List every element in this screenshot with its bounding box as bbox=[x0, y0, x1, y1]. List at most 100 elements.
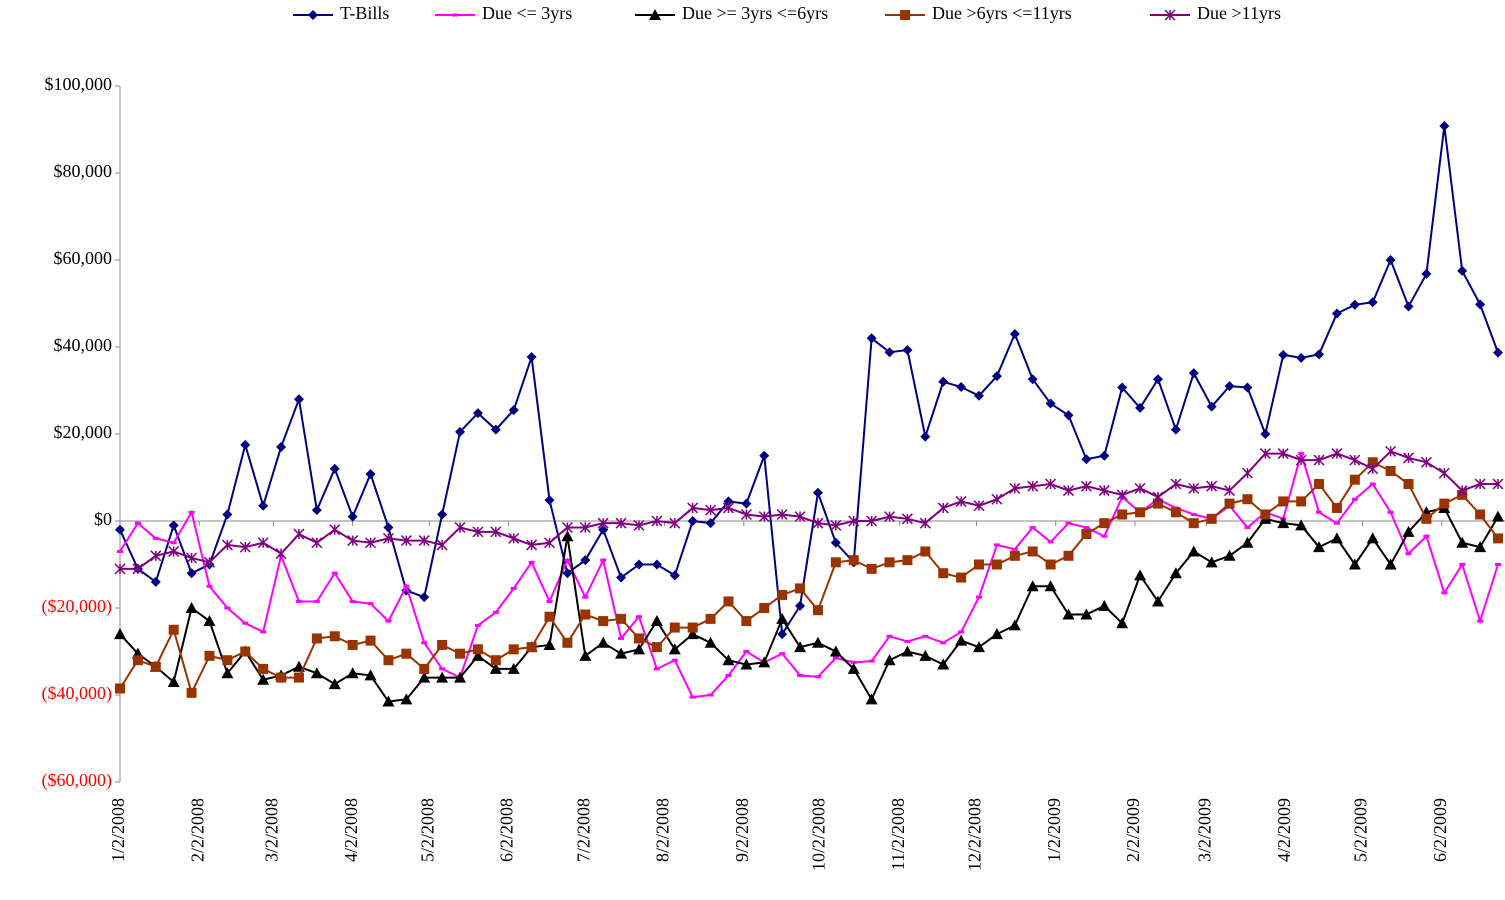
marker bbox=[293, 394, 304, 405]
y-tick-label: ($60,000) bbox=[42, 770, 113, 791]
marker bbox=[311, 537, 323, 549]
marker bbox=[1169, 567, 1182, 579]
marker bbox=[1474, 541, 1487, 553]
marker bbox=[1170, 478, 1182, 490]
marker bbox=[1117, 509, 1128, 520]
marker bbox=[1314, 479, 1325, 490]
marker bbox=[167, 675, 180, 687]
marker bbox=[955, 495, 967, 507]
marker bbox=[544, 495, 555, 506]
marker bbox=[759, 450, 770, 461]
marker bbox=[400, 693, 413, 705]
marker bbox=[114, 563, 126, 575]
marker bbox=[490, 655, 501, 666]
y-tick-label: $20,000 bbox=[54, 422, 113, 442]
marker bbox=[686, 628, 699, 640]
x-tick-label: 6/2/2009 bbox=[1430, 798, 1450, 862]
marker bbox=[1241, 536, 1254, 548]
marker bbox=[276, 672, 287, 683]
x-tick-label: 6/2/2008 bbox=[497, 798, 517, 862]
y-tick-label: $40,000 bbox=[54, 335, 113, 355]
marker bbox=[132, 655, 143, 666]
marker bbox=[973, 641, 986, 653]
marker bbox=[1314, 349, 1325, 360]
marker bbox=[115, 524, 125, 535]
marker bbox=[240, 646, 251, 657]
marker bbox=[633, 519, 645, 531]
series-line bbox=[119, 506, 1499, 703]
marker bbox=[1027, 546, 1038, 557]
marker bbox=[598, 616, 609, 627]
marker bbox=[490, 526, 502, 538]
marker bbox=[276, 442, 287, 453]
marker bbox=[740, 658, 753, 670]
marker bbox=[1421, 513, 1432, 524]
marker bbox=[937, 658, 950, 670]
marker bbox=[1116, 617, 1129, 629]
marker bbox=[543, 537, 556, 549]
marker bbox=[1062, 485, 1075, 497]
marker bbox=[1135, 507, 1146, 518]
legend-item: T-Bills bbox=[293, 3, 389, 23]
marker bbox=[1367, 463, 1379, 475]
marker bbox=[365, 635, 376, 646]
marker bbox=[1260, 429, 1271, 439]
marker bbox=[222, 509, 233, 520]
marker bbox=[347, 511, 358, 522]
marker bbox=[758, 656, 771, 668]
marker bbox=[1224, 485, 1236, 497]
marker bbox=[723, 496, 734, 507]
marker bbox=[418, 671, 431, 683]
legend-label: Due <= 3yrs bbox=[482, 3, 572, 23]
marker bbox=[347, 535, 359, 547]
marker bbox=[722, 654, 735, 666]
marker bbox=[938, 376, 949, 387]
legend-item: Due >11yrs bbox=[1150, 3, 1281, 23]
marker bbox=[902, 555, 913, 566]
marker bbox=[1063, 550, 1074, 561]
marker bbox=[437, 509, 448, 520]
marker bbox=[508, 405, 519, 416]
marker bbox=[830, 537, 841, 548]
marker bbox=[1098, 485, 1110, 497]
marker bbox=[328, 678, 341, 690]
marker bbox=[1116, 489, 1128, 501]
marker bbox=[1385, 255, 1396, 265]
marker bbox=[383, 655, 394, 666]
marker bbox=[1493, 347, 1503, 358]
marker bbox=[222, 655, 233, 666]
y-tick-label: $100,000 bbox=[45, 74, 113, 94]
x-tick-label: 12/2/2008 bbox=[965, 798, 985, 871]
x-tick-label: 2/2/2008 bbox=[187, 798, 207, 862]
marker bbox=[901, 513, 913, 525]
marker bbox=[1134, 482, 1146, 494]
marker bbox=[436, 671, 449, 683]
marker bbox=[543, 638, 556, 650]
y-tick-label: $80,000 bbox=[54, 161, 113, 181]
marker bbox=[1493, 533, 1503, 544]
marker bbox=[240, 439, 251, 450]
marker bbox=[991, 559, 1002, 570]
marker bbox=[669, 622, 680, 633]
marker bbox=[365, 469, 376, 480]
marker bbox=[650, 615, 663, 627]
marker bbox=[1349, 299, 1360, 310]
marker bbox=[598, 524, 609, 535]
marker bbox=[1331, 308, 1342, 319]
marker bbox=[1241, 467, 1253, 479]
marker bbox=[777, 589, 788, 600]
marker bbox=[1187, 545, 1200, 557]
marker bbox=[437, 639, 448, 650]
marker bbox=[419, 592, 430, 603]
marker bbox=[1223, 549, 1236, 561]
marker bbox=[1331, 502, 1342, 513]
series-line bbox=[119, 461, 1499, 696]
marker bbox=[258, 663, 269, 674]
marker bbox=[1277, 517, 1290, 529]
marker bbox=[1044, 580, 1057, 592]
legend-label: Due >= 3yrs <=6yrs bbox=[682, 3, 828, 23]
marker bbox=[1205, 556, 1218, 568]
marker bbox=[401, 648, 412, 659]
x-tick-label: 3/2/2008 bbox=[262, 798, 282, 862]
marker bbox=[883, 654, 896, 666]
